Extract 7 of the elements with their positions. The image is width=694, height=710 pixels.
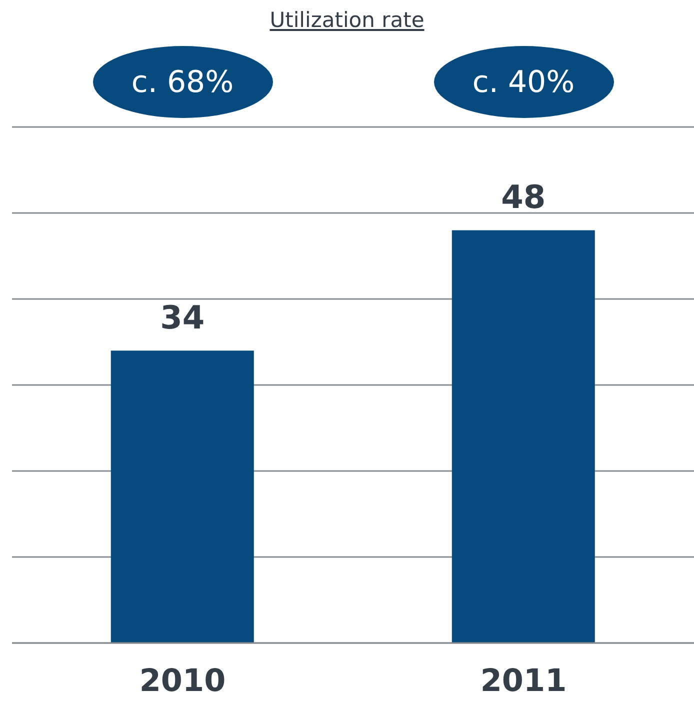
x-tick-label: 2011 xyxy=(480,663,567,700)
x-tick-label: 2010 xyxy=(139,663,226,700)
data-label: 48 xyxy=(501,178,546,216)
ellipse-badge: c. 68% xyxy=(92,46,272,118)
ellipse-badge: c. 40% xyxy=(434,46,614,118)
data-label: 34 xyxy=(160,298,205,337)
chart-title: Utilization rate xyxy=(268,8,426,32)
